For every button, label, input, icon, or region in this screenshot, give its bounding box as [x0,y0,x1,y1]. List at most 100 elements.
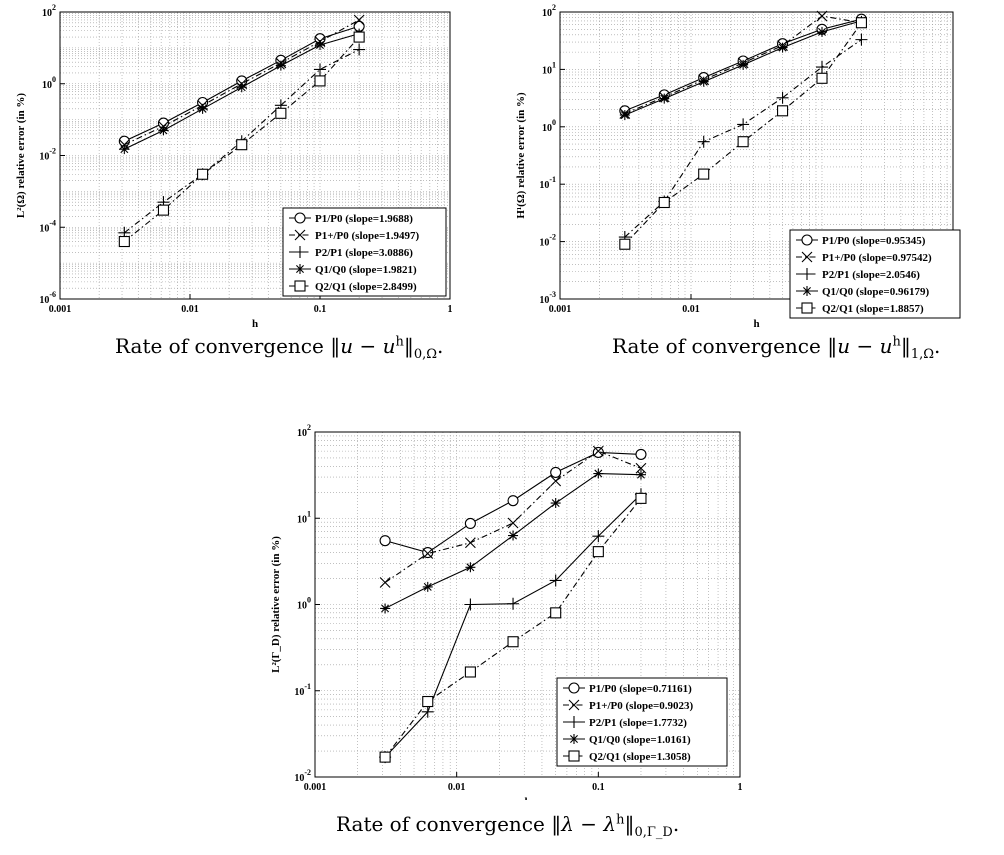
legend-entry: Q1/Q0 (slope=0.96179) [822,286,929,298]
data-point [465,562,476,573]
data-point [635,469,646,480]
legend-marker [801,302,813,314]
legend-marker [801,251,813,263]
legend-entry: P1/P0 (slope=0.95345) [822,235,926,247]
data-point [592,445,604,457]
caption-suffix: . [934,334,941,358]
legend-entry: P2/P1 (slope=2.0546) [822,269,920,281]
data-point [592,446,604,458]
y-tick-label: 10-3 [539,290,556,306]
caption-l2-omega: Rate of convergence ‖u − uh‖0,Ω. [115,334,443,362]
legend-marker [294,229,306,241]
legend-entry: P1/P0 (slope=0.71161) [589,683,692,695]
x-tick-label: 0.01 [682,304,700,315]
legend: P1/P0 (slope=0.95345) P1+/P0 (slope=0.975… [789,229,961,319]
caption-sub: 0,Ω [413,347,438,362]
caption-var-h: u [879,334,893,358]
data-point [550,498,561,509]
legend-marker [295,264,305,274]
caption-suffix: . [672,812,680,836]
caption-prefix: Rate of convergence [612,334,828,358]
y-tick-label: 102 [542,3,556,19]
data-point [855,33,868,46]
caption-norm-close: ‖ [403,334,414,358]
caption-var-h: u [382,334,396,358]
data-point [379,751,391,763]
y-ticks: 10-3 10-2 10-1 100 101 102 [539,3,565,306]
data-point [816,72,828,84]
y-tick-label: 100 [542,118,556,134]
plot-frame [559,11,954,300]
chart-l2-omega: 0.001 0.01 0.1 1 10-6 10-4 10-2 100 102 h L²(Ω) re… [0,0,500,370]
y-tick-label: 10-6 [39,290,56,306]
legend-marker [568,750,580,762]
data-point [158,125,169,136]
data-point [817,26,827,37]
legend-box [282,207,447,297]
x-tick-label: 0.01 [181,304,199,315]
caption-sub: 0,Γ_D [634,825,673,840]
caption-norm-close: ‖ [624,812,635,836]
series-q2-q1 [379,492,647,763]
data-point [635,448,647,460]
data-point [119,144,130,155]
data-point [816,10,828,22]
chart-l2-omega-svg: 0.001 0.01 0.1 1 10-6 10-4 10-2 100 102 h L²(Ω) re… [15,3,453,330]
chart-h1-omega-svg: 0.0010.010.1110-310-210-1100101102hH¹(Ω)… [515,3,961,330]
series-p1-p0 [379,446,647,559]
data-point [197,168,209,180]
legend-marker [294,246,306,258]
x-tick-label: 1 [738,782,743,793]
data-point [422,581,433,592]
caption-prefix: Rate of convergence [115,334,331,358]
data-point [550,466,562,478]
legend-entry: P1+/P0 (slope=0.9023) [589,700,694,712]
y-tick-label: 102 [42,3,56,19]
data-point [635,492,647,504]
data-point [464,517,476,530]
data-point [737,118,750,131]
chart-l2-gamma-svg: 0.001 0.01 0.1 1 10-2 10-1 100 101 102 h L²(Γ_D) r… [270,423,743,800]
data-point [380,603,391,614]
series-q2-q1 [619,17,867,250]
legend-entry: P2/P1 (slope=3.0886) [315,247,413,259]
caption-var: u [837,334,851,358]
x-tick-label: 0.1 [592,782,605,793]
legend: P1/P0 (slope=1.9688) P1+/P0 (slope=1.9497… [282,207,447,297]
legend-entry: Q2/Q1 (slope=1.8857) [822,303,924,315]
series-q1-q0 [380,468,646,614]
legend-box [789,229,961,319]
y-tick-label: 10-2 [539,233,556,249]
legend-entry: Q2/Q1 (slope=1.3058) [589,751,691,763]
x-ticks: 0.001 0.01 0.1 1 [304,772,743,793]
data-point [157,204,170,216]
caption-l2-gamma: Rate of convergence ‖λ − λh‖0,Γ_D. [336,812,679,840]
data-point [737,136,749,148]
legend-marker [568,699,580,711]
data-point [353,14,365,26]
legend-marker [294,280,306,292]
caption-sup: h [616,812,625,828]
data-point [422,695,434,708]
data-point [697,135,710,148]
series-line [384,472,641,609]
data-point [738,59,749,70]
data-point [275,60,286,71]
y-tick-label: 101 [542,60,556,76]
caption-norm-close: ‖ [900,334,911,358]
legend-marker [568,716,580,728]
data-point [777,42,788,53]
data-point [698,168,710,180]
legend-marker [568,682,580,694]
data-point [464,666,476,678]
y-tick-label: 100 [42,75,56,91]
y-tick-label: 10-2 [294,768,311,784]
data-point [550,607,562,619]
data-point [315,40,325,51]
data-point [379,535,391,547]
data-point [592,530,605,543]
legend: P1/P0 (slope=0.71161) P1+/P0 (slope=0.902… [556,677,728,767]
caption-var: λ [561,812,574,836]
legend-box [556,677,728,767]
legend-marker [569,734,579,744]
